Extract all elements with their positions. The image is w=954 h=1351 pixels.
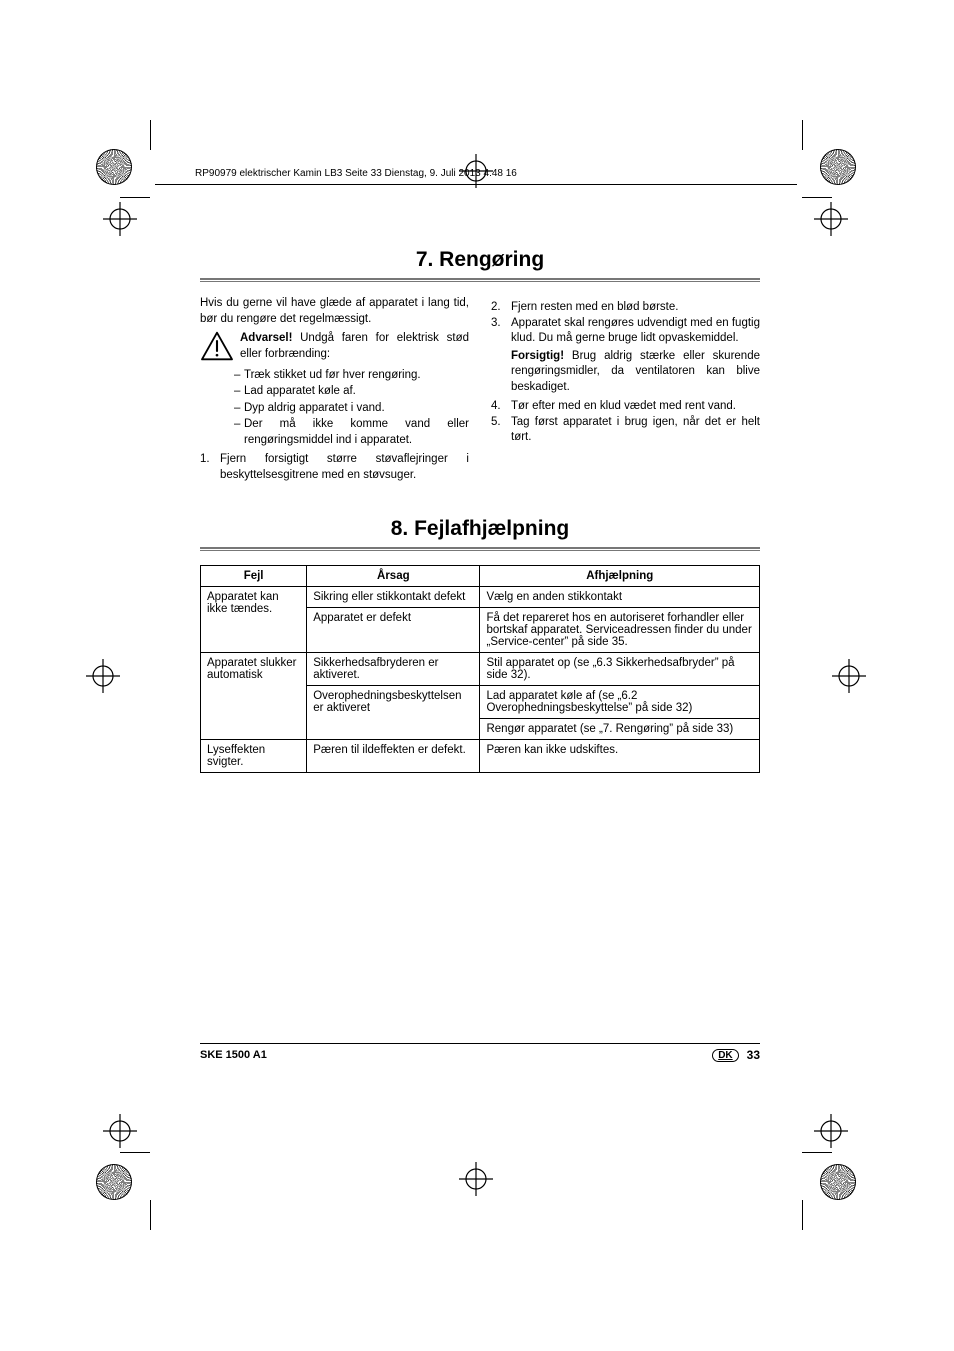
section-7-title: 7. Rengøring (200, 248, 760, 272)
table-row: Apparatet slukker automatisk Sikkerhedsa… (201, 653, 760, 686)
left-column: Hvis du gerne vil have glæde af apparate… (200, 296, 469, 483)
cell-remedy: Vælg en anden stikkontakt (480, 587, 760, 608)
cell-cause: Sikring eller stikkontakt defekt (307, 587, 480, 608)
item-number: 3. (491, 316, 505, 347)
cell-remedy: Få det repareret hos en autoriseret forh… (480, 608, 760, 653)
list-item: 4. Tør efter med en klud vædet med rent v… (491, 399, 760, 415)
registration-mark (459, 1162, 493, 1196)
item-number: 1. (200, 452, 214, 483)
header-divider (155, 184, 797, 185)
language-badge: DK (712, 1049, 738, 1062)
cell-fault: Apparatet kan ikke tændes. (201, 587, 307, 653)
item-number: 2. (491, 300, 505, 316)
item-text: Apparatet skal rengøres udvendigt med en… (511, 316, 760, 347)
crop-line (802, 120, 803, 150)
section-rule (200, 547, 760, 551)
list-item: 2. Fjern resten med en blød børste. (491, 300, 760, 316)
col-header-cause: Årsag (307, 566, 480, 587)
crop-line (802, 197, 832, 198)
model-number: SKE 1500 A1 (200, 1049, 267, 1061)
cell-cause: Overophedningsbeskyttelsen er aktiveret (307, 686, 480, 740)
table-header-row: Fejl Årsag Afhjælpning (201, 566, 760, 587)
corner-ornament (96, 149, 132, 185)
document-path: RP90979 elektrischer Kamin LB3 Seite 33 … (195, 168, 517, 179)
cell-remedy: Rengør apparatet (se „7. Rengøring” på s… (480, 719, 760, 740)
dash-item: Træk stikket ud før hver rengøring. (234, 368, 469, 384)
cell-cause: Sikkerhedsafbryderen er aktiveret. (307, 653, 480, 686)
warning-dash-list: Træk stikket ud før hver rengøring. Lad … (200, 368, 469, 449)
right-column: 2. Fjern resten med en blød børste. 3.App… (491, 296, 760, 483)
page-number: 33 (747, 1048, 760, 1062)
crop-line (120, 197, 150, 198)
item-number: 4. (491, 399, 505, 415)
cell-remedy: Stil apparatet op (se „6.3 Sikkerhedsafb… (480, 653, 760, 686)
numbered-list-right-a: 2. Fjern resten med en blød børste. 3.App… (491, 300, 760, 347)
caution-block: Forsigtig! Brug aldrig stærke eller skur… (491, 349, 760, 396)
content-area: 7. Rengøring Hvis du gerne vil have glæd… (200, 248, 760, 773)
section-rule (200, 278, 760, 282)
warning-label: Advarsel! (240, 332, 292, 344)
dash-item: Dyp aldrig apparatet i vand. (234, 401, 469, 417)
warning-block: Advarsel! Undgå faren for elektrisk stød… (200, 331, 469, 367)
cell-remedy: Lad apparatet køle af (se „6.2 Overophed… (480, 686, 760, 719)
crop-line (150, 1200, 151, 1230)
footer-right: DK 33 (712, 1048, 760, 1062)
registration-mark (103, 1114, 137, 1148)
section-7-body: Hvis du gerne vil have glæde af apparate… (200, 296, 760, 483)
item-number: 5. (491, 415, 505, 446)
item-text: Tør efter med en klud vædet med rent van… (511, 399, 760, 415)
cell-fault: Lyseffekten svigter. (201, 740, 307, 773)
crop-line (120, 1152, 150, 1153)
col-header-fault: Fejl (201, 566, 307, 587)
intro-text: Hvis du gerne vil have glæde af apparate… (200, 296, 469, 327)
cell-remedy: Pæren kan ikke udskiftes. (480, 740, 760, 773)
warning-icon (200, 331, 234, 367)
caution-label: Forsigtig! (511, 350, 564, 362)
corner-ornament (820, 1164, 856, 1200)
warning-text: Advarsel! Undgå faren for elektrisk stød… (240, 331, 469, 362)
registration-mark (814, 202, 848, 236)
table-row: Lyseffekten svigter. Pæren til ildeffekt… (201, 740, 760, 773)
cell-fault: Apparatet slukker automatisk (201, 653, 307, 740)
item-text: Fjern resten med en blød børste. (511, 300, 760, 316)
crop-line (802, 1152, 832, 1153)
page-footer: SKE 1500 A1 DK 33 (200, 1043, 760, 1062)
cell-cause: Pæren til ildeffekten er defekt. (307, 740, 480, 773)
list-item: 3.Apparatet skal rengøres udvendigt med … (491, 316, 760, 347)
registration-mark (814, 1114, 848, 1148)
numbered-list-right-b: 4. Tør efter med en klud vædet med rent v… (491, 399, 760, 446)
registration-mark (832, 659, 866, 693)
troubleshooting-table: Fejl Årsag Afhjælpning Apparatet kan ikk… (200, 565, 760, 773)
corner-ornament (820, 149, 856, 185)
dash-item: Der må ikke komme vand eller rengøringsm… (234, 417, 469, 448)
crop-line (802, 1200, 803, 1230)
registration-mark (103, 202, 137, 236)
cell-cause: Apparatet er defekt (307, 608, 480, 653)
crop-line (150, 120, 151, 150)
list-item: 5.Tag først apparatet i brug igen, når d… (491, 415, 760, 446)
page: RP90979 elektrischer Kamin LB3 Seite 33 … (0, 0, 954, 1351)
dash-item: Lad apparatet køle af. (234, 384, 469, 400)
list-item: 1.Fjern forsigtigt større støvaflejringe… (200, 452, 469, 483)
item-text: Fjern forsigtigt større støvaflejringer … (220, 452, 469, 483)
corner-ornament (96, 1164, 132, 1200)
section-8-title: 8. Fejlafhjælpning (200, 517, 760, 541)
col-header-remedy: Afhjælpning (480, 566, 760, 587)
numbered-list-left: 1.Fjern forsigtigt større støvaflejringe… (200, 452, 469, 483)
item-text: Tag først apparatet i brug igen, når det… (511, 415, 760, 446)
table-row: Apparatet kan ikke tændes. Sikring eller… (201, 587, 760, 608)
registration-mark (86, 659, 120, 693)
